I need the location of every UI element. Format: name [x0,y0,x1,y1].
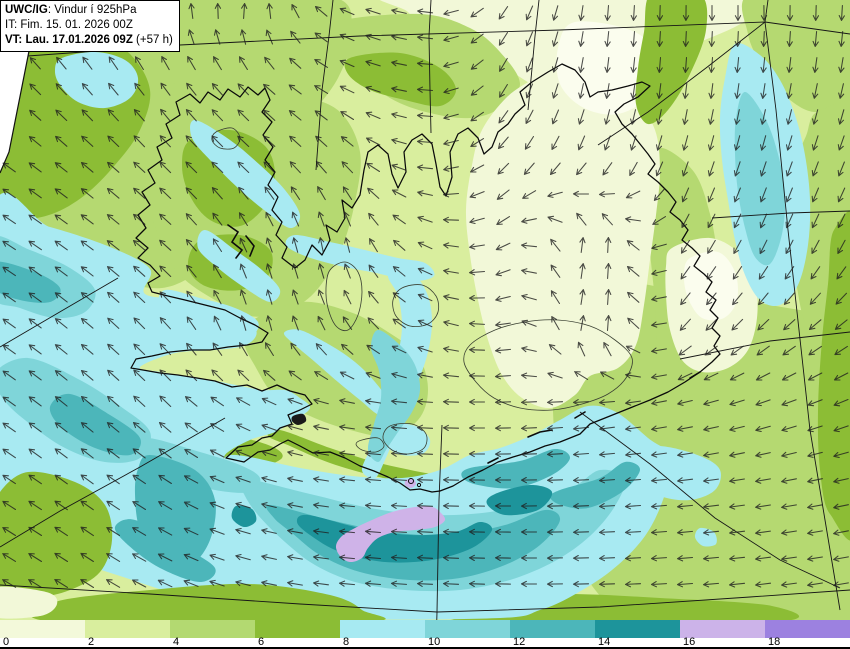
colorbar-segment-10 [425,620,510,638]
coast-detail-mark-2 [574,411,586,419]
wind-speed-region-teal-w2 [49,393,141,456]
wind-speed-region-mcyan-reyk [137,437,261,493]
colorbar-segment-0 [0,620,85,638]
colorbar-tick-label: 10 [428,636,441,648]
wind-direction-arrows [2,2,849,589]
wind-speed-region-dteal-dot [231,505,257,528]
coast-detail-mark-1 [487,457,499,464]
colorbar-tick-label: 0 [3,636,10,648]
lake-thingvallavatn [291,413,307,425]
wind-speed-region-teal-se2 [549,461,641,509]
colorbar-tick-label: 8 [343,636,350,648]
wind-speed-region-lcyan-breida [158,289,259,337]
wind-speed-region-mcyan-ne [734,92,786,266]
island-vestmannaeyjar-2 [416,482,422,488]
wind-speed-region-teal-w1 [0,261,61,303]
colorbar-segments [0,620,850,638]
wind-speed-region-olive-sw-wedge [0,471,113,606]
glacier-outline-vatnajokull [463,319,633,411]
coast-detail-mark-0 [527,429,553,438]
coast-detail-mark-5 [245,235,255,257]
wind-speed-region-lcyan-sefinger [619,445,721,501]
valid-time-line: VT: Lau. 17.01.2026 09Z (+57 h) [5,33,173,48]
valid-time-bold: VT: Lau. 17.01.2026 09Z [5,34,133,46]
graticule-line-9 [436,424,443,620]
wind-speed-region-olive-rightedge [817,210,850,541]
wind-speed-region-mcyan-chcore [367,329,421,462]
wind-speed-region-lcyan-chsw [283,329,389,416]
glacier-outline-eyjafjallajokull [355,437,385,453]
graticule-line-3 [527,0,540,111]
colorbar-tick-label: 6 [258,636,265,648]
wind-speed-region-purple-comma [335,506,446,563]
colorbar-tick-label: 4 [173,636,180,648]
wind-speed-region-lcyan-lake1 [573,426,601,466]
colorbar-tick-label: 16 [683,636,696,648]
variable-label: : Vindur í 925hPa [47,4,137,16]
colorbar-segment-16 [680,620,765,638]
graticule-line-10 [579,411,841,589]
graticule-line-11 [679,331,850,360]
map-frame-line [0,45,31,174]
colorbar-tick-labels: 0 2 4 6 8 10 12 14 16 18 [0,636,850,649]
wind-field-svg [0,0,850,620]
wind-speed-region-dteal-s2 [486,484,553,516]
wind-speed-region-olive-northband [344,52,456,107]
graticule-line-12 [711,210,850,219]
glacier-outline-langjokull [325,261,363,332]
title-line: UWC/IG: Vindur í 925hPa [5,3,173,18]
colorbar-tick-label: 12 [513,636,526,648]
wind-speed-region-pale-mid [465,68,661,409]
init-time-line: IT: Fim. 15. 01. 2026 00Z [5,19,133,31]
colorbar-segment-12 [510,620,595,638]
colorbar-segment-2 [85,620,170,638]
iceland-coastline [130,63,721,493]
forecast-title-box: UWC/IG: Vindur í 925hPa IT: Fim. 15. 01.… [0,0,180,52]
coast-detail-mark-4 [227,224,244,259]
forecast-lead-time: (+57 h) [132,34,173,46]
colorbar-segment-18 [765,620,850,638]
glacier-outline-hofsjokull [392,284,440,327]
wind-speed-region-olive-topright-band [635,0,708,125]
colorbar-segment-8 [340,620,425,638]
colorbar-segment-14 [595,620,680,638]
wind-speed-region-mid-topright [741,0,850,113]
colorbar-segment-4 [170,620,255,638]
graticule-line-5 [597,21,766,146]
graticule-line-1 [315,0,334,171]
colorbar-tick-label: 18 [768,636,781,648]
colorbar-tick-label: 2 [88,636,95,648]
glacier-outline-myrdalsjokull [382,423,428,455]
map-canvas [0,0,850,620]
graticule-line-2 [428,0,432,134]
island-vestmannaeyjar-1 [408,478,414,484]
outside-frame-area [0,46,30,171]
wind-speed-region-olive-sw-band [30,583,386,620]
colorbar: 0 2 4 6 8 10 12 14 16 18 [0,620,850,649]
wind-speed-region-teal-lb [114,519,216,582]
model-name: UWC/IG [5,4,48,16]
wind-speed-region-pale-sw-corner [0,586,58,619]
graticule-line-6 [0,277,119,348]
colorbar-segment-6 [255,620,340,638]
colorbar-tick-label: 14 [598,636,611,648]
wind-speed-region-lcyan-ch2 [197,229,281,303]
glacier-outline-drangajokull [211,127,241,150]
wind-speed-region-teal-se1 [461,448,571,489]
